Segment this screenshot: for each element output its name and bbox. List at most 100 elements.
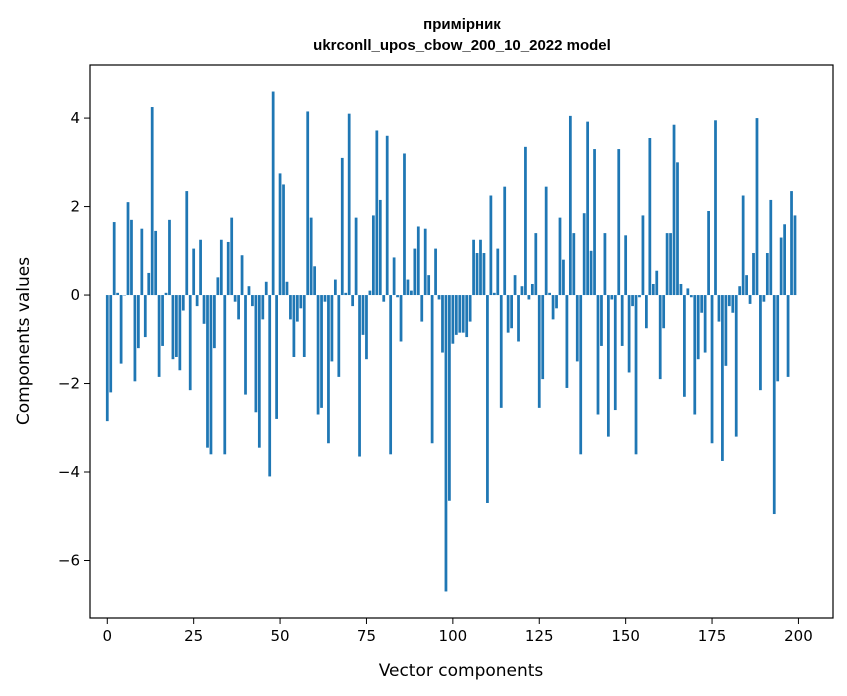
- bar-15: [157, 295, 161, 377]
- bar-68: [340, 157, 344, 296]
- bar-79: [378, 199, 382, 296]
- bar-94: [430, 295, 434, 444]
- bar-84: [396, 295, 399, 298]
- bar-20: [175, 295, 178, 357]
- bar-86: [403, 153, 406, 296]
- bar-34: [223, 295, 227, 455]
- bar-71: [351, 295, 355, 307]
- x-tick-label: 50: [271, 627, 290, 645]
- bar-63: [323, 295, 327, 302]
- bar-55: [295, 295, 299, 322]
- bar-45: [261, 295, 265, 320]
- bar-155: [641, 215, 645, 296]
- bar-92: [423, 228, 427, 296]
- bar-192: [769, 199, 773, 296]
- bar-168: [686, 288, 690, 296]
- bar-111: [489, 195, 493, 296]
- bar-103: [461, 295, 465, 333]
- bar-173: [703, 295, 707, 353]
- x-tick-label: 200: [784, 627, 813, 645]
- bar-37: [233, 295, 237, 302]
- bar-169: [689, 295, 693, 298]
- bar-28: [202, 295, 206, 324]
- bar-56: [299, 295, 303, 309]
- x-tick-label: 75: [357, 627, 376, 645]
- bar-85: [399, 295, 403, 342]
- bar-14: [154, 230, 158, 296]
- bar-186: [748, 295, 752, 304]
- bar-149: [620, 295, 624, 346]
- bar-156: [645, 295, 648, 329]
- bar-144: [603, 233, 607, 296]
- bar-57: [302, 295, 306, 357]
- bar-119: [517, 295, 520, 342]
- bar-17: [164, 292, 168, 296]
- bar-128: [548, 292, 551, 296]
- chart-title-line2: ukrconll_upos_cbow_200_10_2022 model: [313, 37, 611, 54]
- bar-187: [752, 253, 755, 296]
- bar-65: [330, 295, 334, 362]
- x-tick-label: 175: [698, 627, 727, 645]
- bar-180: [727, 295, 731, 307]
- bar-77: [371, 215, 375, 296]
- y-axis: −6 −4 −2 0 2 4: [58, 109, 90, 569]
- bar-21: [178, 295, 182, 371]
- bar-161: [662, 295, 666, 329]
- bar-82: [389, 295, 393, 455]
- bar-193: [772, 295, 776, 515]
- y-tick-label: −2: [58, 375, 80, 393]
- bar-19: [171, 295, 175, 360]
- bar-147: [613, 295, 617, 411]
- bar-134: [568, 115, 572, 296]
- bar-170: [693, 295, 697, 415]
- bar-145: [606, 295, 610, 437]
- bar-138: [582, 213, 586, 296]
- bar-152: [631, 295, 634, 307]
- bar-16: [161, 295, 164, 346]
- bar-102: [458, 295, 462, 333]
- bar-48: [271, 91, 275, 296]
- y-axis-label: Components values: [14, 257, 34, 425]
- y-tick-label: 4: [70, 109, 80, 127]
- bar-178: [721, 295, 724, 461]
- bar-141: [593, 149, 596, 296]
- bar-105: [468, 295, 472, 322]
- bar-80: [382, 295, 386, 302]
- bar-76: [368, 290, 372, 296]
- bar-0: [105, 295, 109, 422]
- bar-43: [254, 295, 258, 413]
- bar-131: [558, 217, 562, 296]
- bar-74: [361, 295, 365, 335]
- bar-95: [434, 248, 437, 296]
- bar-140: [589, 250, 593, 296]
- bar-47: [268, 295, 272, 477]
- bar-157: [648, 138, 652, 296]
- bar-33: [219, 239, 223, 296]
- y-tick-label: 2: [70, 198, 80, 216]
- bar-194: [776, 295, 780, 382]
- x-axis-label: Vector components: [379, 661, 544, 681]
- bar-24: [188, 295, 192, 391]
- bar-13: [150, 107, 154, 296]
- bar-132: [562, 259, 565, 296]
- bar-118: [513, 275, 517, 296]
- bar-1: [109, 295, 113, 393]
- bar-9: [137, 295, 140, 349]
- bar-148: [617, 149, 621, 296]
- bar-185: [745, 275, 748, 296]
- y-tick-label: −6: [58, 551, 80, 569]
- bar-32: [216, 277, 220, 296]
- bar-29: [206, 295, 209, 448]
- bar-67: [337, 295, 341, 377]
- bar-36: [230, 217, 234, 296]
- bar-158: [651, 283, 655, 296]
- bar-89: [413, 248, 417, 296]
- bar-160: [658, 295, 662, 380]
- bar-137: [579, 295, 583, 455]
- bar-117: [510, 295, 513, 329]
- bar-83: [392, 257, 396, 296]
- bar-183: [738, 286, 742, 296]
- bar-73: [358, 295, 361, 457]
- bar-12: [147, 272, 151, 296]
